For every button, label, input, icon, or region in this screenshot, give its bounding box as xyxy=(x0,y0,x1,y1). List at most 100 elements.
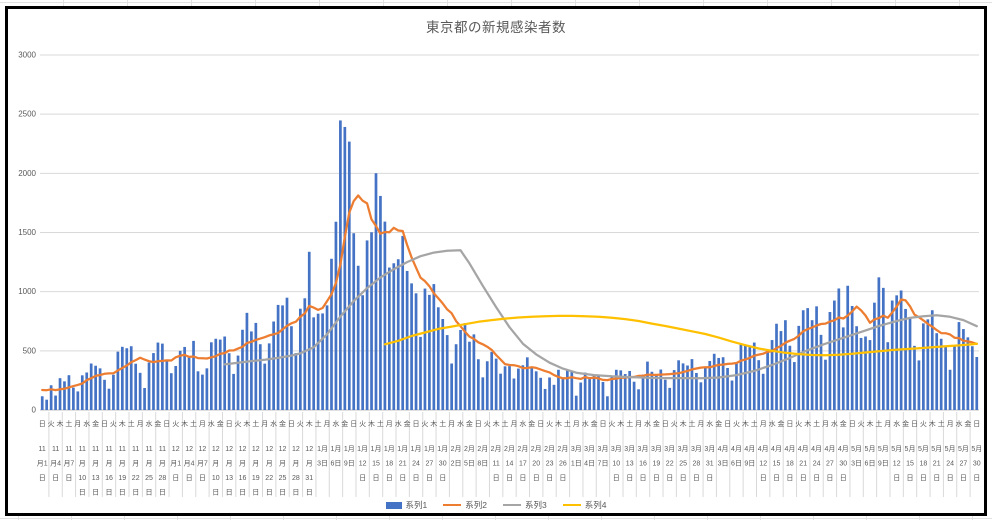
bar[interactable] xyxy=(850,305,854,411)
bar[interactable] xyxy=(703,366,707,410)
bar-series-1[interactable] xyxy=(40,120,979,411)
legend-item-series4[interactable]: 系列4 xyxy=(562,499,606,511)
bar[interactable] xyxy=(855,326,858,410)
bar[interactable] xyxy=(294,353,298,410)
bar[interactable] xyxy=(655,374,658,410)
bar[interactable] xyxy=(196,371,200,411)
chart-frame[interactable]: 東京都の新規感染者数 0 500 1000 1500 2000 2500 3000 日火木土月… xyxy=(5,6,987,516)
bar[interactable] xyxy=(379,195,382,410)
bar[interactable] xyxy=(695,372,698,410)
bar[interactable] xyxy=(588,376,591,411)
bar[interactable] xyxy=(89,363,93,411)
bar[interactable] xyxy=(334,221,338,410)
bar[interactable] xyxy=(873,302,876,410)
bar[interactable] xyxy=(307,251,311,410)
legend-item-series2[interactable]: 系列2 xyxy=(443,499,487,511)
bar[interactable] xyxy=(76,391,80,410)
bar[interactable] xyxy=(436,307,440,410)
bar[interactable] xyxy=(957,322,961,410)
bar[interactable] xyxy=(766,349,769,410)
bar[interactable] xyxy=(552,384,556,410)
line-series-4[interactable] xyxy=(383,314,978,357)
bar[interactable] xyxy=(699,382,703,410)
bar[interactable] xyxy=(761,373,765,410)
bar[interactable] xyxy=(557,369,560,410)
bar[interactable] xyxy=(405,270,409,410)
bar[interactable] xyxy=(152,353,155,410)
bar[interactable] xyxy=(463,323,467,410)
bar[interactable] xyxy=(267,343,271,410)
bar[interactable] xyxy=(726,367,729,410)
bar[interactable] xyxy=(419,336,422,410)
bar[interactable] xyxy=(539,377,542,410)
bar[interactable] xyxy=(890,300,894,410)
x-axis-date-labels[interactable]: 11月1日11月4日11月7日11月10日11月13日11月16日11月19日1… xyxy=(37,445,983,497)
bar[interactable] xyxy=(721,357,725,410)
bar[interactable] xyxy=(352,233,356,410)
bar[interactable] xyxy=(156,342,160,410)
bar[interactable] xyxy=(290,326,293,410)
bar[interactable] xyxy=(165,360,169,410)
bar[interactable] xyxy=(303,298,307,410)
bar[interactable] xyxy=(54,395,57,410)
bar[interactable] xyxy=(668,387,672,410)
bar[interactable] xyxy=(784,320,787,410)
bar[interactable] xyxy=(672,370,676,410)
bar[interactable] xyxy=(712,353,716,410)
bar[interactable] xyxy=(597,375,600,410)
bar[interactable] xyxy=(735,362,738,410)
bar[interactable] xyxy=(116,351,120,410)
bar[interactable] xyxy=(72,387,75,410)
bar[interactable] xyxy=(646,361,649,410)
chart-title[interactable]: 東京都の新規感染者数 xyxy=(426,20,566,35)
bar[interactable] xyxy=(450,363,453,411)
bar[interactable] xyxy=(788,345,792,410)
bar[interactable] xyxy=(619,370,623,410)
bar[interactable] xyxy=(138,372,142,410)
bar[interactable] xyxy=(490,351,494,410)
bar[interactable] xyxy=(312,317,316,411)
bar[interactable] xyxy=(810,320,814,410)
bar[interactable] xyxy=(859,337,863,410)
line-series-2[interactable] xyxy=(41,194,978,392)
bar[interactable] xyxy=(258,344,262,410)
bar[interactable] xyxy=(370,232,373,410)
bar[interactable] xyxy=(601,381,605,410)
bar[interactable] xyxy=(895,295,899,410)
bar[interactable] xyxy=(521,365,525,410)
bar[interactable] xyxy=(316,313,320,410)
bar[interactable] xyxy=(935,333,939,410)
bar[interactable] xyxy=(129,346,133,410)
bar[interactable] xyxy=(641,374,645,411)
bar[interactable] xyxy=(374,173,378,410)
bar[interactable] xyxy=(953,345,956,410)
bar[interactable] xyxy=(125,348,129,410)
bar[interactable] xyxy=(178,350,182,410)
bar[interactable] xyxy=(908,318,912,410)
bar[interactable] xyxy=(592,374,596,410)
bar[interactable] xyxy=(94,365,97,410)
bar[interactable] xyxy=(445,335,449,411)
bar[interactable] xyxy=(396,259,400,410)
bar[interactable] xyxy=(868,340,872,410)
bar[interactable] xyxy=(98,368,102,410)
bar[interactable] xyxy=(530,368,534,410)
x-axis-weekday-labels[interactable]: 日火木土月水金日火木土月水金日火木土月水金日火木土月水金日火木土月水金日火木土月… xyxy=(39,419,981,428)
bar[interactable] xyxy=(169,373,173,410)
bar[interactable] xyxy=(227,353,231,410)
bar[interactable] xyxy=(49,385,53,410)
bar[interactable] xyxy=(574,395,578,410)
bar[interactable] xyxy=(828,312,832,410)
bar[interactable] xyxy=(241,329,244,410)
bar[interactable] xyxy=(748,346,752,410)
bar[interactable] xyxy=(223,336,227,410)
bar[interactable] xyxy=(610,375,614,410)
bar[interactable] xyxy=(254,322,258,410)
bar[interactable] xyxy=(677,360,680,410)
bar[interactable] xyxy=(285,297,289,410)
bar[interactable] xyxy=(512,378,516,410)
bar[interactable] xyxy=(926,319,930,410)
bar[interactable] xyxy=(806,308,810,411)
bar[interactable] xyxy=(454,344,458,410)
bar[interactable] xyxy=(120,346,124,410)
